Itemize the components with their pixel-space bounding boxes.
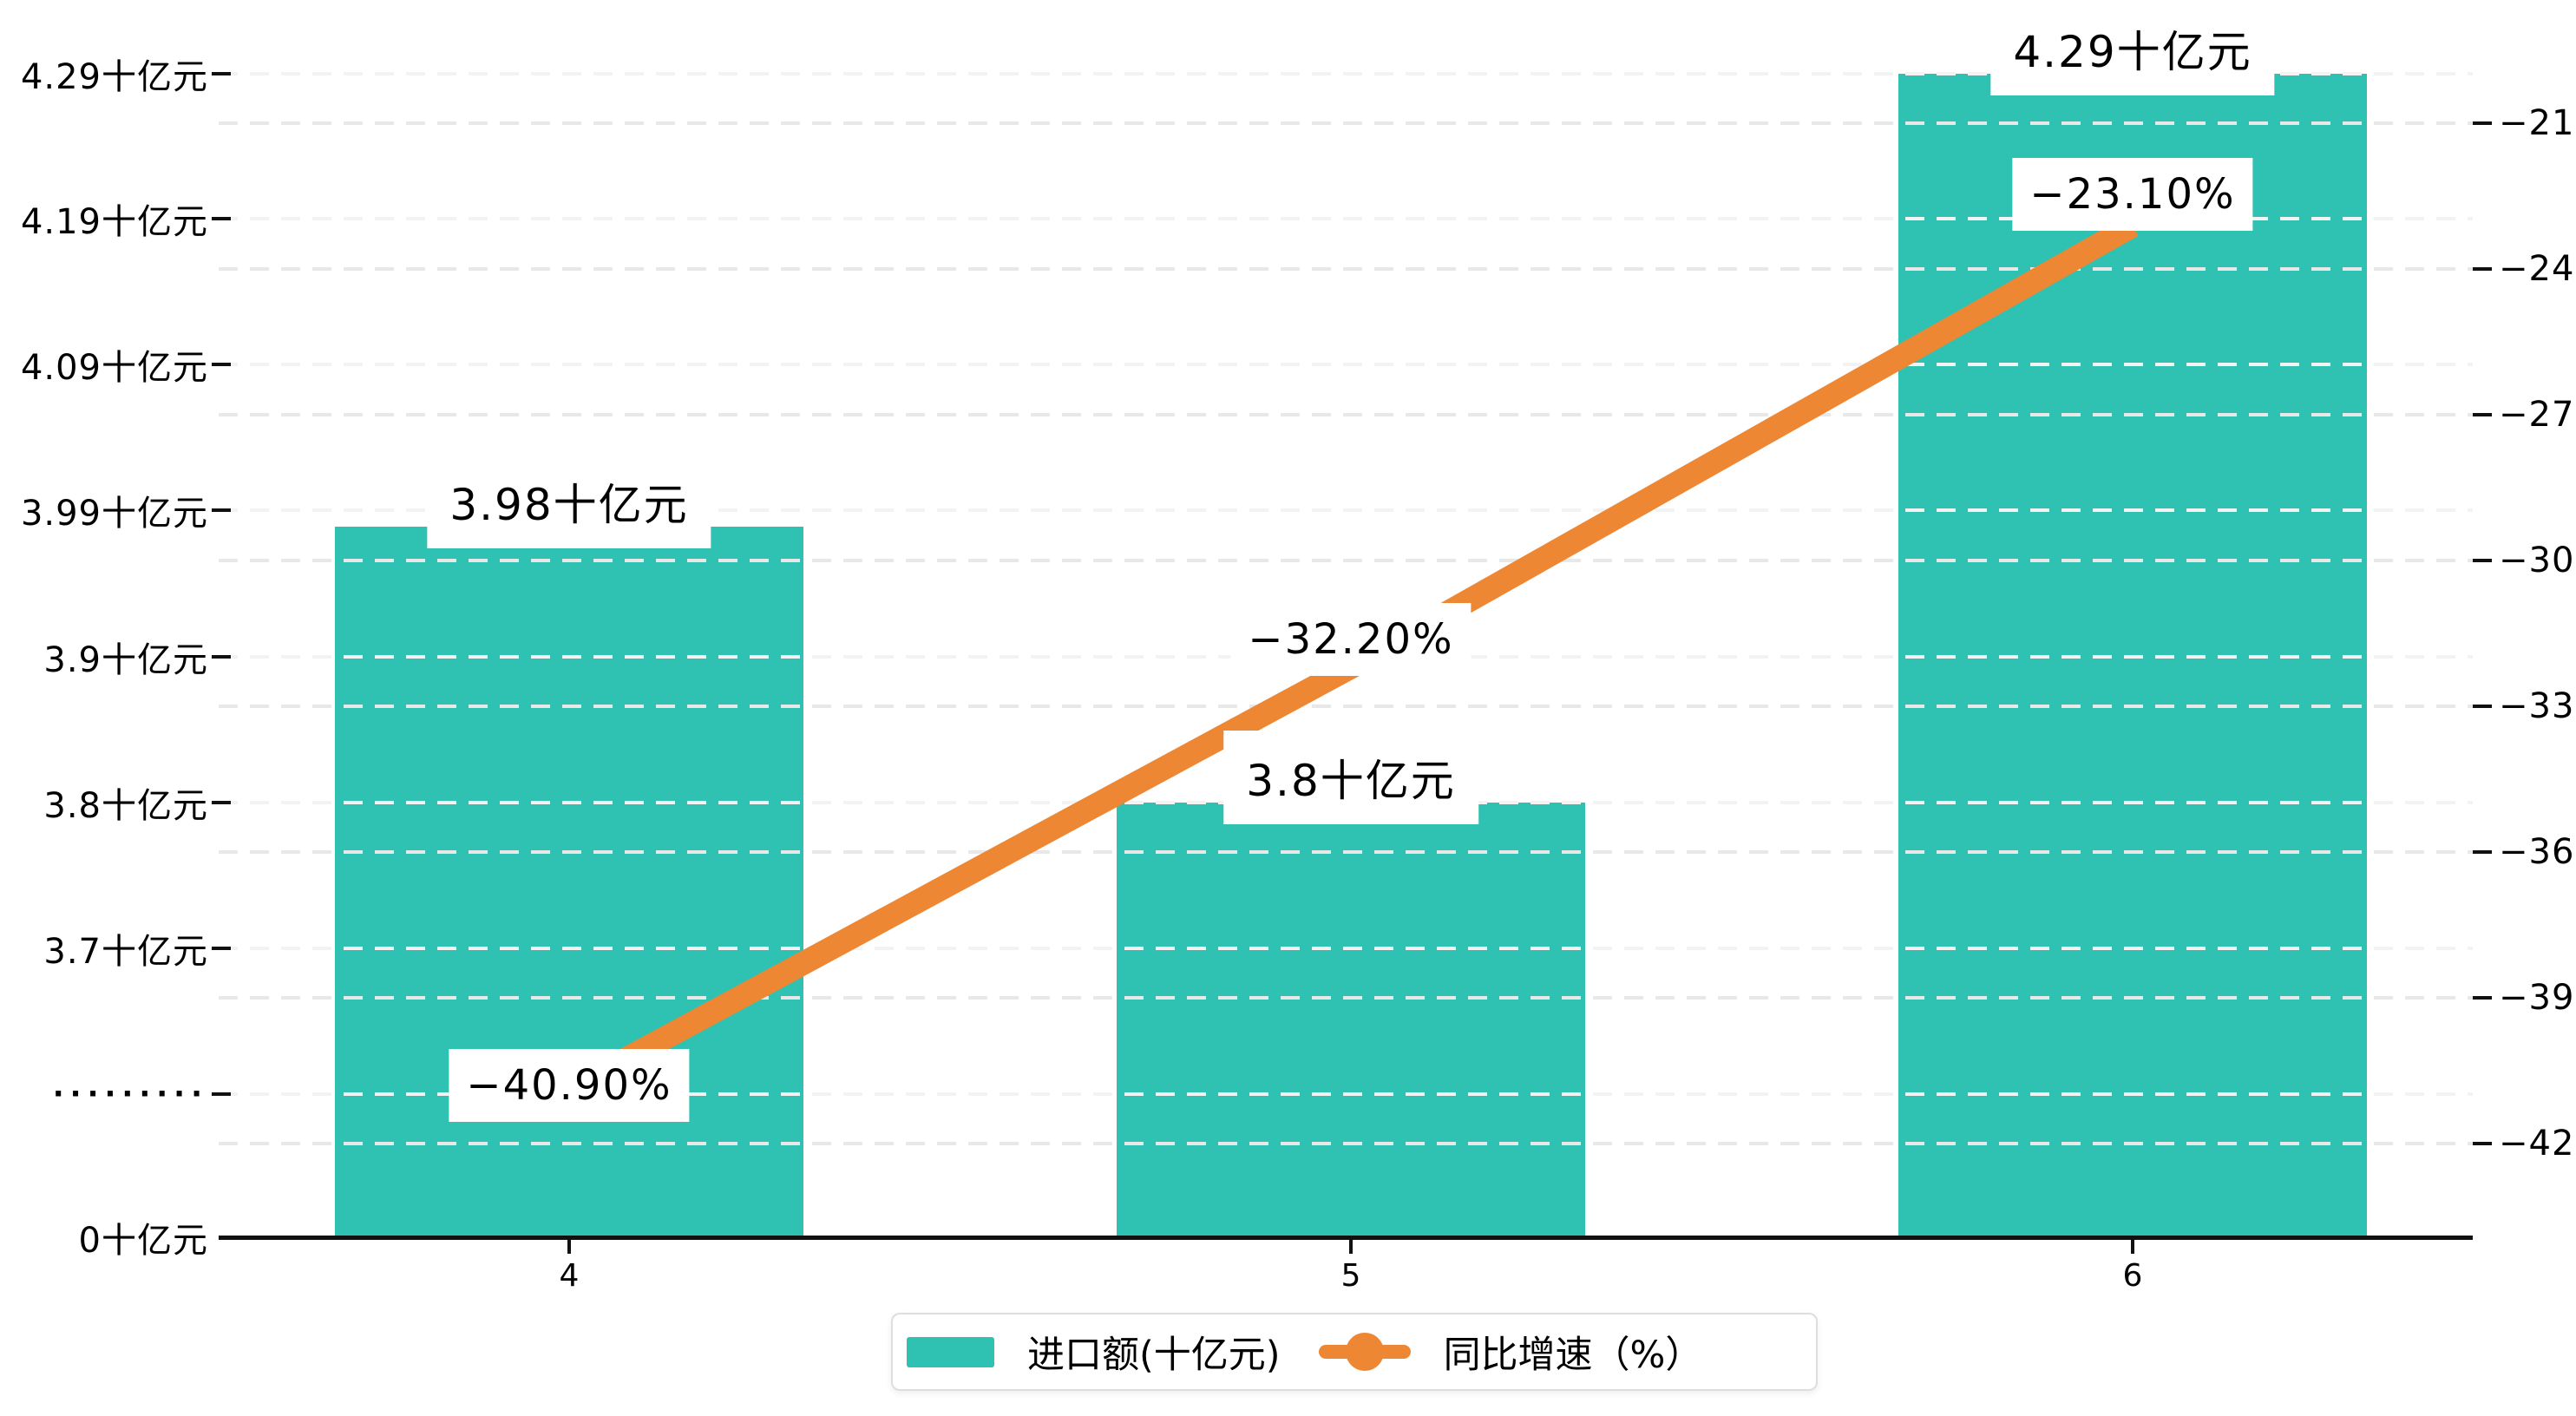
right-axis-gridline (219, 996, 2473, 1000)
growth-rate-label: −32.20% (1230, 603, 1472, 676)
left-axis-tick-label: 4.19十亿元 (20, 202, 208, 242)
x-axis-tick-label: 6 (2122, 1258, 2143, 1294)
right-axis-gridline (219, 413, 2473, 416)
left-axis-tick-label: 3.8十亿元 (43, 786, 208, 826)
left-axis-tick-mark (212, 1092, 231, 1096)
left-axis-tick-mark (212, 801, 231, 804)
x-axis-tick-mark (567, 1240, 571, 1254)
right-axis-gridline (219, 267, 2473, 271)
x-axis-tick-mark (2131, 1240, 2134, 1254)
left-axis-tick-mark (212, 217, 231, 220)
bar-series-swatch-icon (907, 1336, 994, 1367)
x-axis-tick-label: 4 (559, 1258, 580, 1294)
right-axis-gridline (219, 121, 2473, 125)
left-axis-gridline (219, 508, 2473, 512)
right-axis-tick-mark (2473, 267, 2492, 271)
right-axis-tick-mark (2473, 705, 2492, 708)
left-axis-tick-label: 3.7十亿元 (43, 932, 208, 972)
left-axis-gridline (219, 363, 2473, 366)
legend: 进口额(十亿元) 同比增速（%） (891, 1313, 1818, 1391)
right-axis-tick-mark (2473, 850, 2492, 854)
right-axis-tick-mark (2473, 996, 2492, 1000)
left-axis-gridline (219, 1092, 2473, 1096)
right-axis-tick-label: −36 (2499, 832, 2575, 872)
growth-rate-label: −23.10% (2012, 158, 2253, 231)
right-axis-tick-label: −24 (2499, 249, 2575, 289)
right-axis-tick-label: −30 (2499, 541, 2575, 580)
right-axis-gridline (219, 850, 2473, 854)
line-marker-dot (1345, 1333, 1384, 1371)
left-axis-zero-label: 0十亿元 (78, 1221, 208, 1261)
left-axis-tick-mark (212, 655, 231, 659)
legend-label-import-value: 进口额(十亿元) (1027, 1334, 1281, 1377)
bar-value-label: 4.29十亿元 (1990, 2, 2275, 95)
import-value-bar[interactable] (1117, 803, 1585, 1237)
x-axis-tick-label: 5 (1340, 1258, 1361, 1294)
right-axis-tick-mark (2473, 121, 2492, 125)
left-axis-break-label: ········· (52, 1077, 208, 1111)
right-axis-tick-mark (2473, 1142, 2492, 1145)
left-axis-tick-label: 3.9十亿元 (43, 640, 208, 680)
right-axis-tick-label: −39 (2499, 978, 2575, 1018)
left-axis-gridline (219, 217, 2473, 220)
legend-item-import-value[interactable]: 进口额(十亿元) (907, 1325, 1281, 1379)
right-axis-gridline (219, 559, 2473, 562)
left-axis-tick-mark (212, 947, 231, 950)
bar-value-label: 3.98十亿元 (427, 455, 711, 548)
right-axis-tick-label: −21 (2499, 103, 2575, 143)
right-axis-gridline (219, 1142, 2473, 1145)
legend-item-growth-rate[interactable]: 同比增速（%） (1318, 1325, 1703, 1379)
right-axis-tick-label: −33 (2499, 686, 2575, 726)
left-axis-gridline (219, 72, 2473, 75)
left-axis-gridline (219, 947, 2473, 950)
right-axis-tick-mark (2473, 413, 2492, 416)
left-axis-tick-mark (212, 72, 231, 75)
x-axis-line (219, 1236, 2473, 1240)
growth-rate-label: −40.90% (449, 1049, 690, 1122)
x-axis-tick-mark (1349, 1240, 1353, 1254)
right-axis-tick-label: −27 (2499, 395, 2575, 435)
bar-value-label: 3.8十亿元 (1223, 731, 1478, 824)
right-axis-gridline (219, 705, 2473, 708)
left-axis-tick-label: 4.09十亿元 (20, 348, 208, 388)
left-axis-tick-mark (212, 363, 231, 366)
left-axis-tick-mark (212, 508, 231, 512)
left-axis-tick-label: 3.99十亿元 (20, 494, 208, 534)
right-axis-tick-mark (2473, 559, 2492, 562)
right-axis-tick-label: −42 (2499, 1124, 2575, 1164)
line-series-marker-icon (1318, 1333, 1411, 1371)
legend-label-growth-rate: 同比增速（%） (1443, 1334, 1703, 1377)
left-axis-tick-label: 4.29十亿元 (20, 57, 208, 97)
